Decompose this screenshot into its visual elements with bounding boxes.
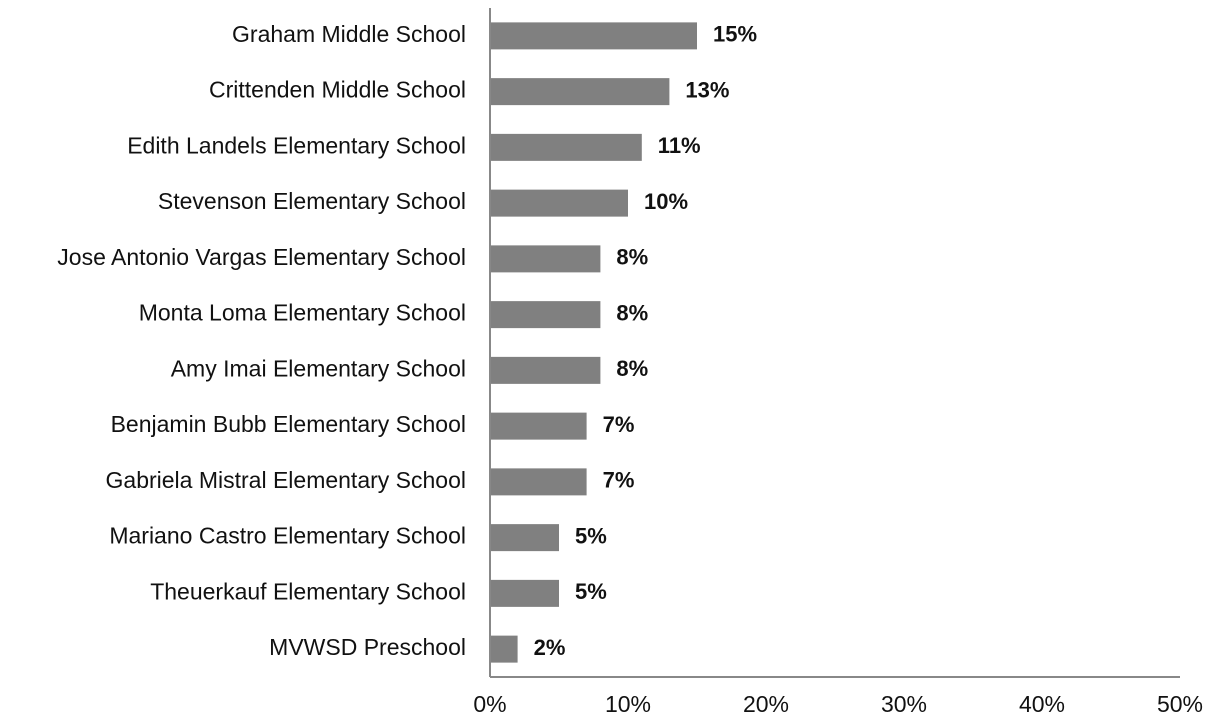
bar xyxy=(490,524,559,552)
x-tick-label: 10% xyxy=(605,691,651,717)
bar xyxy=(490,245,601,273)
category-labels: Graham Middle School Crittenden Middle Sc… xyxy=(57,21,466,660)
category-label: Benjamin Bubb Elementary School xyxy=(111,411,466,437)
x-tick-label: 0% xyxy=(473,691,506,717)
bar xyxy=(490,579,559,607)
category-label: Crittenden Middle School xyxy=(209,77,466,103)
data-label: 8% xyxy=(616,356,648,381)
data-label: 7% xyxy=(603,468,635,493)
x-tick-label: 40% xyxy=(1019,691,1065,717)
data-label: 2% xyxy=(534,635,566,660)
category-label: Mariano Castro Elementary School xyxy=(109,523,466,549)
data-label: 10% xyxy=(644,189,688,214)
data-label: 15% xyxy=(713,22,757,47)
bar xyxy=(490,189,628,217)
category-label: Graham Middle School xyxy=(232,21,466,47)
category-label: MVWSD Preschool xyxy=(269,634,466,660)
category-label: Jose Antonio Vargas Elementary School xyxy=(57,244,466,270)
category-label: Gabriela Mistral Elementary School xyxy=(106,467,466,493)
data-label: 5% xyxy=(575,579,607,604)
bar xyxy=(490,356,601,384)
category-label: Edith Landels Elementary School xyxy=(127,132,466,158)
bar xyxy=(490,22,697,50)
x-tick-label: 30% xyxy=(881,691,927,717)
data-label: 5% xyxy=(575,523,607,548)
data-label: 8% xyxy=(616,300,648,325)
category-label: Stevenson Elementary School xyxy=(158,188,466,214)
bar xyxy=(490,412,587,440)
bar xyxy=(490,133,642,161)
x-tick-label: 20% xyxy=(743,691,789,717)
bar xyxy=(490,468,587,496)
bars xyxy=(490,22,697,663)
bar xyxy=(490,301,601,329)
data-label: 11% xyxy=(658,133,701,158)
bar xyxy=(490,78,670,106)
data-label: 8% xyxy=(616,245,648,270)
data-label: 7% xyxy=(603,412,635,437)
category-label: Theuerkauf Elementary School xyxy=(150,578,466,604)
data-labels: 15% 13% 11% 10% 8% 8% 8% 7% 7% 5% 5% 2% xyxy=(534,22,757,660)
bar xyxy=(490,635,518,663)
x-axis-ticks: 0% 10% 20% 30% 40% 50% xyxy=(473,691,1203,717)
x-tick-label: 50% xyxy=(1157,691,1203,717)
category-label: Amy Imai Elementary School xyxy=(171,355,466,381)
data-label: 13% xyxy=(685,77,729,102)
category-label: Monta Loma Elementary School xyxy=(139,300,466,326)
